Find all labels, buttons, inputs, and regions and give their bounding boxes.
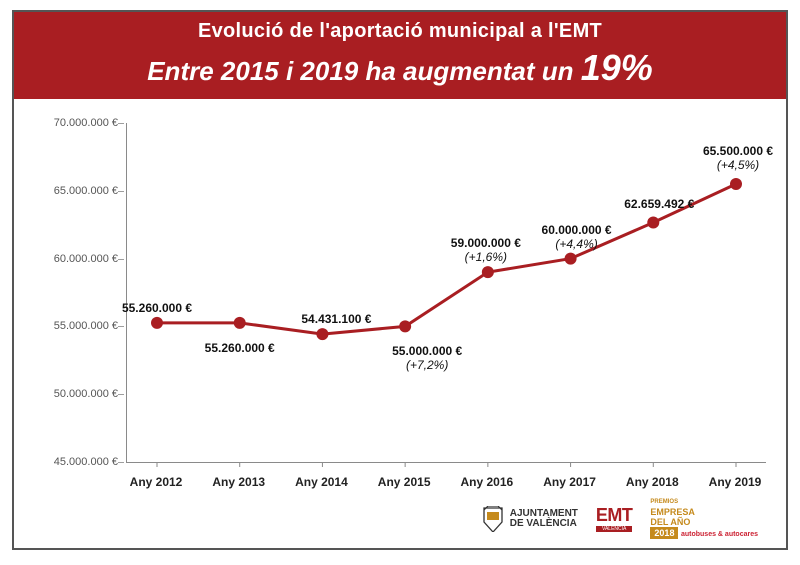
line-plot-svg (127, 123, 766, 462)
x-tick-label: Any 2017 (543, 475, 596, 489)
y-tick-label: 45.000.000 € (54, 456, 118, 468)
x-tick-label: Any 2016 (460, 475, 513, 489)
logo-emt: EMT VALÈNCIA (596, 505, 633, 532)
logo-empresa-year: 2018 (650, 527, 678, 539)
footer-logos: AJUNTAMENT DE VALÈNCIA EMT VALÈNCIA PREM… (482, 497, 758, 540)
logo-ajuntament-l1: AJUNTAMENT (510, 509, 578, 519)
y-tick-label: 65.000.000 € (54, 185, 118, 197)
logo-premios: PREMIOS (650, 497, 758, 507)
shield-icon (482, 506, 504, 532)
y-tick-label: 70.000.000 € (54, 117, 118, 129)
x-tick-label: Any 2014 (295, 475, 348, 489)
chart-marker (234, 317, 246, 329)
x-tick-label: Any 2018 (626, 475, 679, 489)
plot-area: 55.260.000 €55.260.000 €54.431.100 €55.0… (126, 123, 766, 463)
logo-autobuses: autobuses & autocares (681, 531, 758, 538)
chart-marker (647, 217, 659, 229)
chart-line (157, 184, 736, 334)
chart-marker (151, 317, 163, 329)
chart-marker (565, 253, 577, 265)
chart-card: Evolució de l'aportació municipal a l'EM… (12, 10, 788, 550)
title-line1: Evolució de l'aportació municipal a l'EM… (14, 20, 786, 43)
chart-marker (316, 328, 328, 340)
y-axis: 45.000.000 €50.000.000 €55.000.000 €60.0… (38, 123, 126, 463)
title-line2-pct: 19% (581, 47, 653, 88)
logo-empresa-l1: EMPRESA (650, 507, 758, 517)
logo-empresa-l2: DEL AÑO (650, 517, 758, 527)
logo-ajuntament-l2: DE VALÈNCIA (510, 519, 578, 529)
chart-marker (482, 266, 494, 278)
y-tick-label: 60.000.000 € (54, 253, 118, 265)
logo-emt-big: EMT (596, 505, 633, 526)
x-tick-label: Any 2015 (378, 475, 431, 489)
y-tick-label: 50.000.000 € (54, 388, 118, 400)
chart-marker (399, 320, 411, 332)
x-tick-label: Any 2012 (130, 475, 183, 489)
logo-empresa-del-ano: PREMIOS EMPRESA DEL AÑO 2018 autobuses &… (650, 497, 758, 540)
title-line2-prefix: Entre 2015 i 2019 ha augmentat un (147, 56, 581, 86)
title-line2: Entre 2015 i 2019 ha augmentat un 19% (14, 47, 786, 89)
logo-emt-small: VALÈNCIA (596, 526, 633, 532)
logo-ajuntament-valencia: AJUNTAMENT DE VALÈNCIA (482, 506, 578, 532)
chart-area: 45.000.000 € 50.000.000 € 55.000.000 € 60.0… (38, 123, 766, 503)
chart-marker (730, 178, 742, 190)
y-tick-label: 55.000.000 € (54, 320, 118, 332)
x-tick-label: Any 2013 (212, 475, 265, 489)
title-band: Evolució de l'aportació municipal a l'EM… (14, 12, 786, 99)
x-tick-label: Any 2019 (709, 475, 762, 489)
